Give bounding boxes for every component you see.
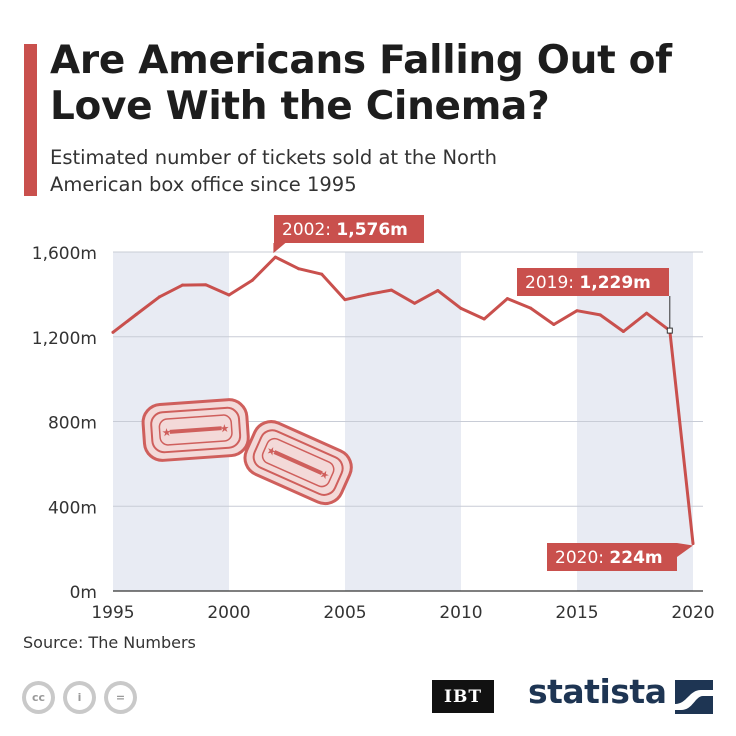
line-chart: ★ ★ ★ ★ 0m 400m 800m 1,200m 1,600m 1995 2000 2… — [32, 215, 715, 623]
no-derivatives-icon[interactable]: = — [104, 681, 137, 714]
page-subtitle: Estimated number of tickets sold at the … — [50, 146, 498, 196]
ibt-logo[interactable]: IBT — [432, 680, 494, 713]
x-tick-label: 2000 — [207, 603, 250, 623]
y-tick-label: 800m — [48, 414, 97, 434]
cc-icon[interactable]: cc — [22, 681, 55, 714]
svg-text:★: ★ — [161, 426, 172, 440]
data-point — [505, 297, 509, 301]
data-point — [575, 309, 579, 313]
y-tick-label: 1,600m — [32, 244, 97, 264]
page-title: Are Americans Falling Out of Love With t… — [50, 38, 672, 129]
data-point — [598, 313, 602, 317]
attribution-icon[interactable]: i — [63, 681, 96, 714]
data-point — [459, 306, 463, 310]
annotation-2020: 2020: 224m — [547, 543, 693, 571]
data-point — [552, 322, 556, 326]
annotation-label: 2020: 224m — [555, 548, 663, 568]
tickets-sold-line — [111, 255, 695, 545]
statista-logo-icon — [675, 680, 713, 714]
annotation-label: 2019: 1,229m — [525, 273, 651, 293]
data-point — [273, 255, 277, 259]
data-point — [204, 283, 208, 287]
data-point — [157, 295, 161, 299]
svg-text:★: ★ — [219, 422, 230, 436]
annotation-2019: 2019: 1,229m — [517, 268, 673, 334]
source-note: Source: The Numbers — [23, 633, 196, 652]
cinema-tickets-icon: ★ ★ ★ ★ — [141, 398, 353, 506]
license-icons: cc i = — [22, 681, 137, 714]
x-tick-label: 2015 — [555, 603, 598, 623]
data-point — [134, 313, 138, 317]
data-point — [621, 329, 625, 333]
data-point — [250, 278, 254, 282]
data-point — [320, 272, 324, 276]
data-point — [529, 306, 533, 310]
annotation-2002: 2002: 1,576m — [273, 215, 424, 254]
x-tick-label: 2020 — [671, 603, 714, 623]
y-tick-label: 1,200m — [32, 329, 97, 349]
data-point — [413, 301, 417, 305]
data-point — [227, 293, 231, 297]
data-point — [181, 283, 185, 287]
x-tick-label: 2005 — [323, 603, 366, 623]
data-point — [366, 292, 370, 296]
data-point — [691, 542, 695, 546]
data-point — [482, 317, 486, 321]
title-accent-bar — [24, 44, 37, 196]
data-point — [343, 298, 347, 302]
data-point — [389, 288, 393, 292]
data-point — [111, 330, 115, 334]
data-point — [297, 267, 301, 271]
annotation-label: 2002: 1,576m — [282, 220, 408, 240]
y-tick-label: 0m — [70, 583, 97, 603]
x-tick-label: 1995 — [91, 603, 134, 623]
data-point — [436, 289, 440, 293]
data-point — [645, 311, 649, 315]
statista-logo[interactable]: statista — [528, 672, 667, 711]
x-tick-label: 2010 — [439, 603, 482, 623]
y-tick-label: 400m — [48, 498, 97, 518]
